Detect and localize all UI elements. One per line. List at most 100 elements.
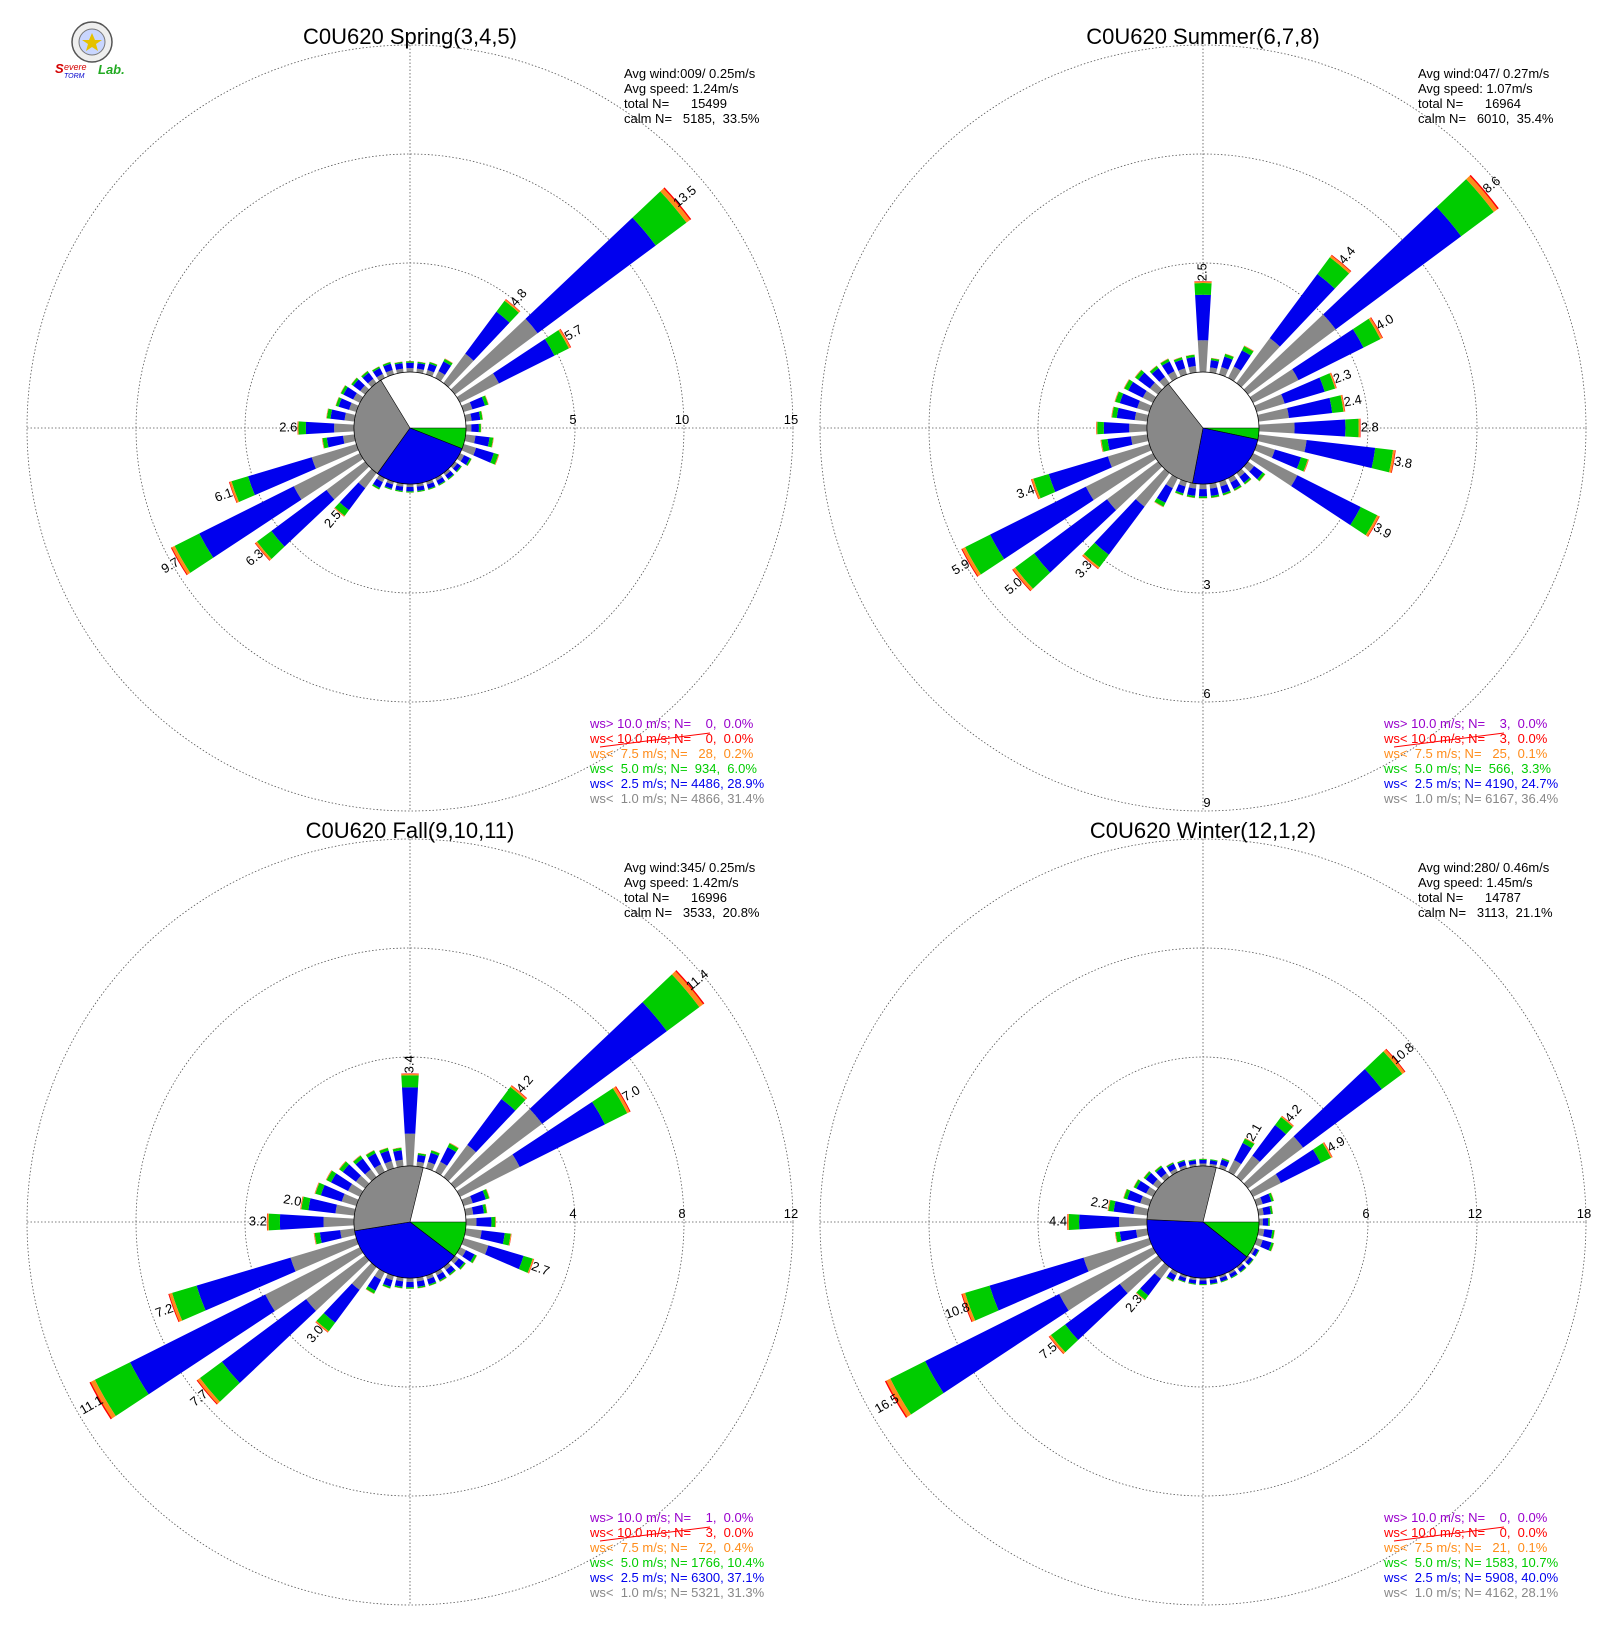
spoke-segment-lt2_5 — [199, 486, 302, 558]
spoke-segment-lt10 — [1185, 354, 1195, 356]
spoke-segment-lt2_5 — [476, 1217, 492, 1227]
spoke-segment-lt1 — [290, 1237, 359, 1272]
spoke-segment-lt7_5 — [229, 481, 240, 503]
spoke-segment-lt5 — [1175, 490, 1184, 496]
spoke-segment-lt10 — [1341, 394, 1346, 412]
spoke-value-label: 3.4 — [401, 1055, 416, 1073]
spoke-segment-lt1 — [384, 1161, 395, 1171]
spoke-segment-lt5 — [470, 1254, 477, 1264]
spoke-segment-lt10 — [1048, 1336, 1064, 1355]
spoke-segment-lt10 — [1223, 492, 1232, 496]
spoke-segment-lt5 — [417, 489, 425, 493]
spoke-segment-lt5 — [642, 974, 700, 1032]
spoke-segment-lt2_5 — [406, 486, 414, 492]
spoke-segment-lt5 — [1296, 457, 1308, 472]
spoke-segment-lt2_5 — [1079, 1214, 1120, 1230]
spoke-segment-lt2_5 — [1262, 1218, 1269, 1226]
spoke-segment-lt10 — [485, 1203, 488, 1214]
spoke-segment-lt2_5 — [373, 478, 383, 489]
spoke-segment-lt10 — [1245, 1137, 1255, 1144]
spoke-segment-lt7_5 — [326, 408, 329, 419]
spoke-segment-lt2_5 — [416, 1280, 426, 1287]
spoke-segment-lt10 — [961, 1293, 973, 1323]
spoke-segment-lt2_5 — [1116, 407, 1137, 421]
spoke-segment-lt2_5 — [426, 482, 436, 489]
spoke-segment-lt10 — [382, 361, 391, 365]
spoke-segment-lt1 — [323, 1216, 355, 1228]
spoke-segment-lt5 — [438, 480, 446, 486]
spoke-segment-lt2_5 — [1178, 1275, 1187, 1282]
spoke-segment-lt2_5 — [305, 421, 335, 435]
spoke-segment-lt1 — [1257, 1207, 1264, 1216]
spoke-segment-lt7_5 — [361, 370, 368, 377]
stat-line: Avg speed: 1.45m/s — [1418, 875, 1533, 890]
spoke-segment-lt10 — [382, 1285, 391, 1289]
legend-entry-lt5: ws< 5.0 m/s; N= 934, 6.0% — [589, 761, 757, 776]
spoke-segment-lt5 — [1160, 358, 1170, 366]
spoke-segment-lt2_5 — [416, 485, 425, 491]
spoke-segment-lt10 — [334, 508, 345, 517]
spoke-segment-lt1 — [1170, 1168, 1178, 1176]
spoke-segment-lt1 — [1243, 314, 1336, 395]
spoke-segment-lt5 — [1198, 496, 1208, 499]
svg-text:evere: evere — [64, 62, 87, 72]
spoke-segment-lt7_5 — [417, 1152, 427, 1155]
spoke-segment-lt7_5 — [1173, 357, 1182, 361]
spoke-segment-lt7_5 — [449, 1142, 459, 1149]
grid-ring — [819, 838, 1587, 1606]
spoke-segment-lt5 — [482, 1189, 490, 1200]
spoke-segment-lt10 — [340, 385, 346, 394]
spoke-segment-lt10 — [1270, 1243, 1275, 1252]
spoke-segment-lt2_5 — [1249, 465, 1263, 480]
spoke-segment-lt5 — [199, 1361, 240, 1402]
spoke-segment-lt1 — [464, 1228, 482, 1239]
legend-entry-lt1: ws< 1.0 m/s; N= 6167, 36.4% — [1383, 791, 1559, 806]
spoke-segment-lt5 — [1268, 1192, 1274, 1202]
spoke-segment-lt1 — [450, 318, 538, 395]
spoke-segment-lt10 — [1160, 358, 1169, 364]
spoke-segment-lt10 — [365, 1289, 374, 1295]
stat-line: Avg wind:345/ 0.25m/s — [624, 860, 756, 875]
spoke-segment-lt1 — [367, 378, 377, 388]
legend-entry-lt7_5: ws< 7.5 m/s; N= 72, 0.4% — [589, 1540, 754, 1555]
spoke-segment-lt2_5 — [1209, 1160, 1218, 1166]
spoke-segment-lt7_5 — [315, 1320, 329, 1333]
spoke-segment-lt5 — [1268, 1242, 1274, 1252]
spoke-segment-lt5 — [447, 474, 455, 480]
spoke-segment-lt7_5 — [510, 1085, 527, 1100]
spoke-segment-lt5 — [94, 1362, 149, 1417]
spoke-segment-lt2_5 — [308, 1198, 337, 1214]
ring-label: 15 — [784, 412, 798, 427]
spoke-segment-lt2_5 — [323, 1283, 360, 1323]
spoke-segment-lt1 — [1249, 369, 1299, 403]
spoke-segment-lt5 — [491, 1216, 496, 1228]
spoke-segment-lt2_5 — [394, 363, 404, 370]
spoke-segment-lt5 — [365, 1286, 376, 1294]
spoke-segment-lt5 — [339, 1161, 350, 1173]
spoke-segment-lt5 — [1345, 418, 1359, 438]
spoke-segment-lt2_5 — [1199, 1159, 1207, 1164]
spoke-segment-lt5 — [487, 437, 494, 448]
spoke-segment-lt10 — [1259, 474, 1266, 482]
spoke-segment-lt5 — [1371, 447, 1394, 473]
spoke-segment-lt7_5 — [962, 547, 981, 577]
spoke-segment-lt10 — [371, 366, 380, 371]
spoke-segment-lt5 — [1268, 1218, 1270, 1226]
spoke-segment-lt2_5 — [1210, 487, 1219, 496]
spoke-value-label: 2.3 — [1331, 366, 1353, 386]
spoke-segment-lt7_5 — [508, 1233, 512, 1246]
spoke-segment-lt7_5 — [314, 1182, 320, 1194]
spoke-segment-lt1 — [1130, 434, 1149, 445]
spoke-segment-lt7_5 — [527, 1258, 534, 1274]
legend-entry-lt2_5: ws< 2.5 m/s; N= 5908, 40.0% — [1383, 1570, 1559, 1585]
spoke-segment-lt2_5 — [394, 1280, 404, 1287]
spoke-segment-lt1 — [1135, 468, 1170, 507]
spoke-segment-lt7_5 — [1186, 496, 1195, 498]
spoke-segment-lt10 — [1222, 1157, 1230, 1161]
spoke-segment-lt1 — [425, 1273, 434, 1280]
severe-storm-lab-logo: S evere TORM Lab. — [55, 21, 125, 80]
spoke-segment-lt5 — [174, 533, 214, 573]
spoke-segment-lt7_5 — [1234, 486, 1242, 492]
spoke-segment-lt2_5 — [436, 477, 445, 485]
spoke-segment-lt2_5 — [1186, 357, 1196, 368]
